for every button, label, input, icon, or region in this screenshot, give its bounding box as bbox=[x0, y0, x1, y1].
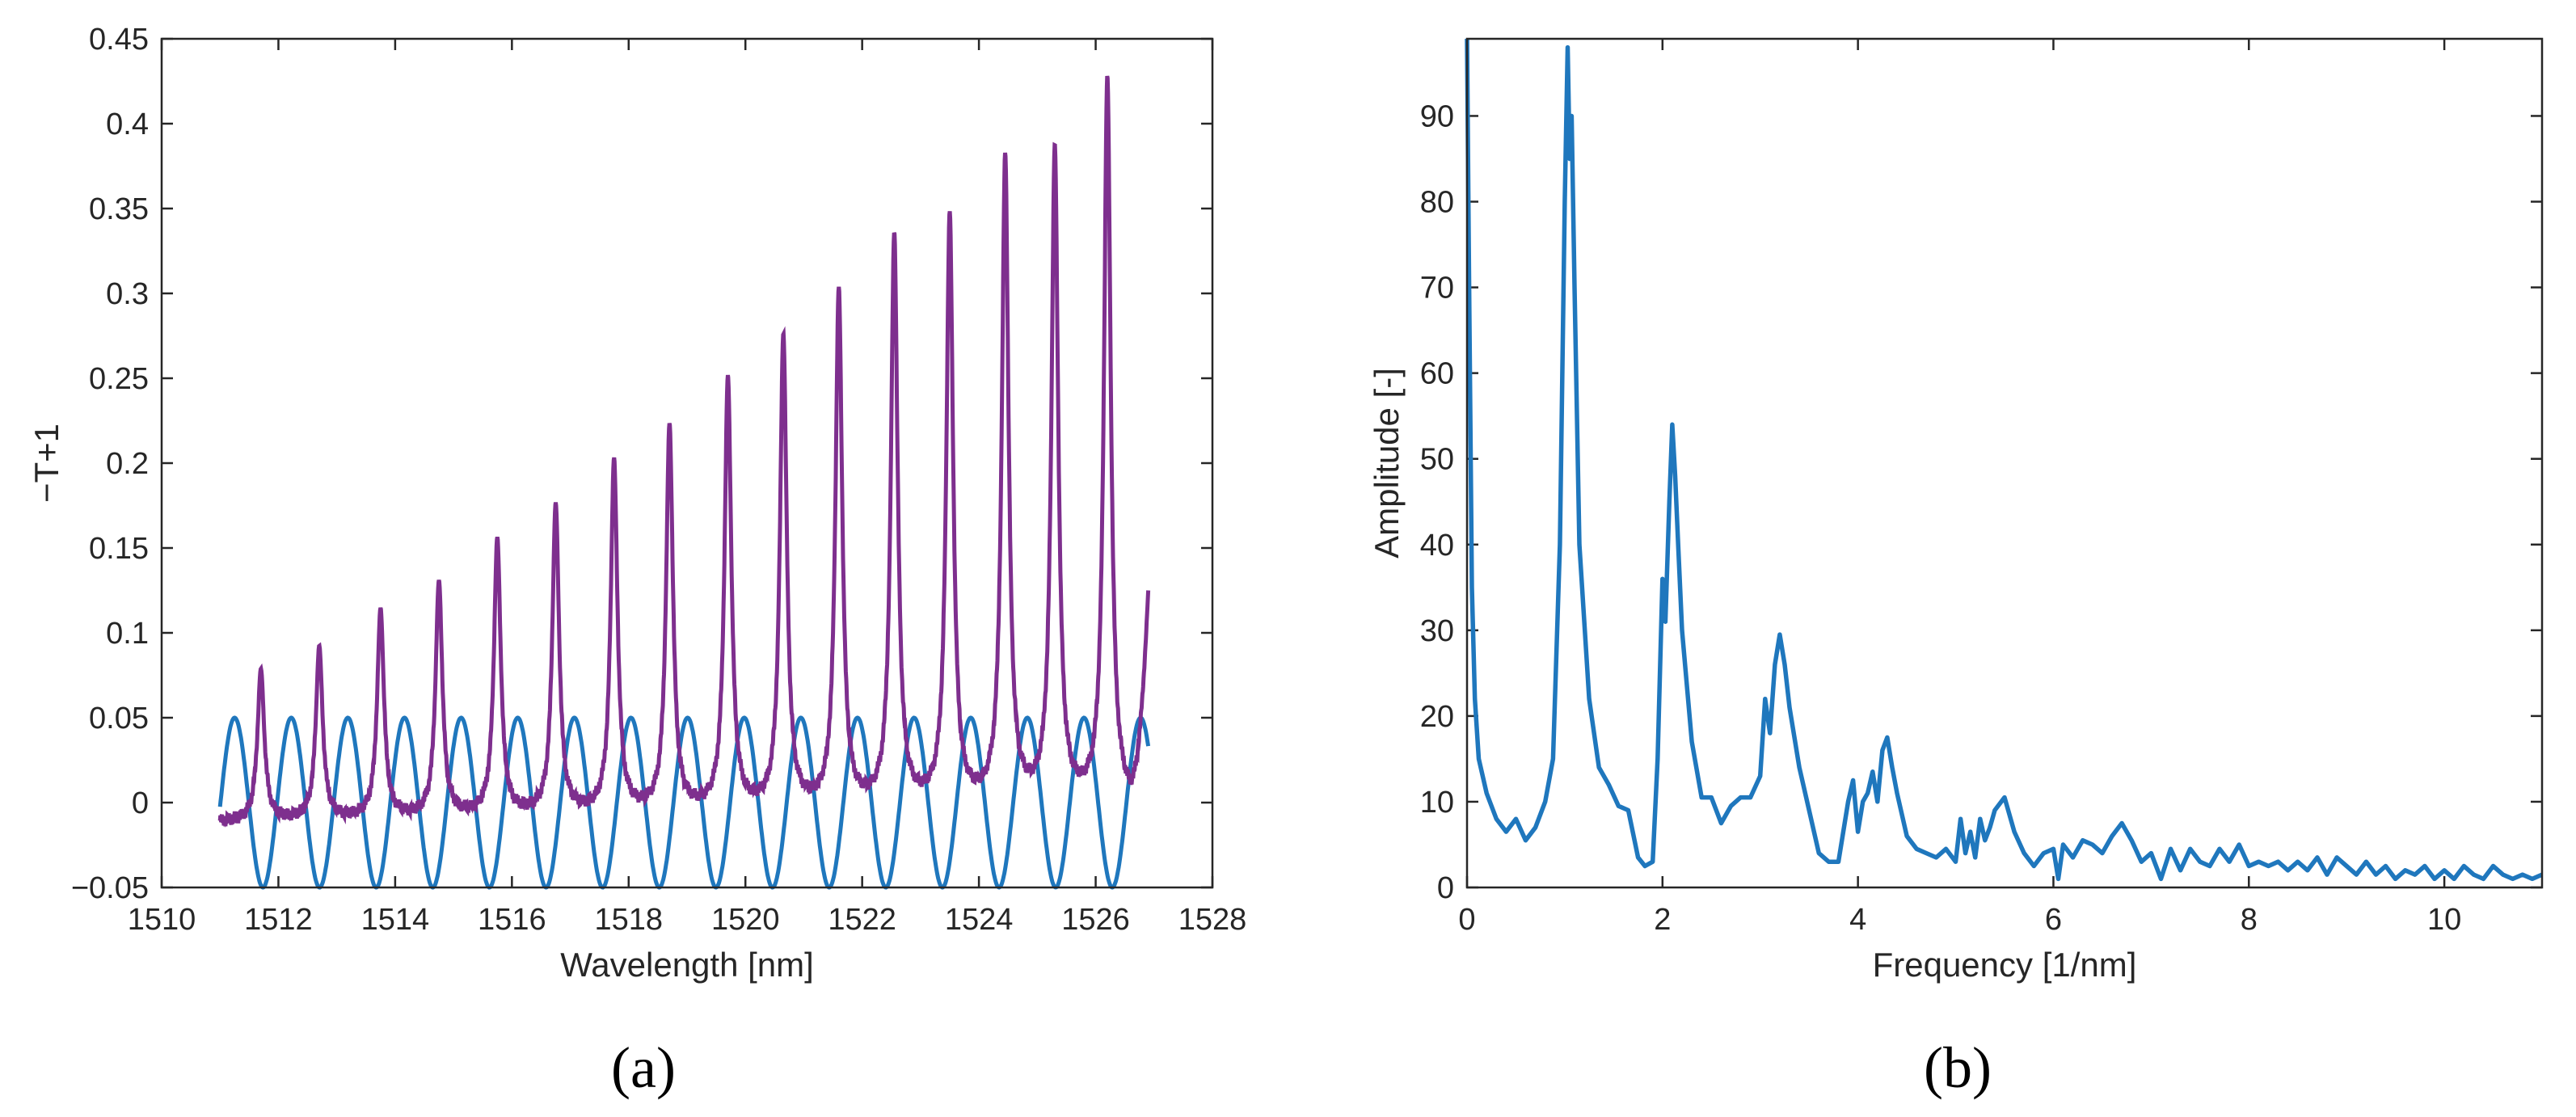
x-tick-label: 1516 bbox=[478, 903, 546, 937]
y-tick-label: 20 bbox=[1420, 700, 1454, 734]
y-tick-label: 0.1 bbox=[106, 617, 149, 651]
chart-b-series bbox=[1465, 38, 2544, 882]
chart-a-panel-label: (a) bbox=[611, 1035, 676, 1100]
x-tick-label: 1526 bbox=[1061, 903, 1130, 937]
x-tick-label: 1524 bbox=[945, 903, 1014, 937]
x-tick-label: 1518 bbox=[595, 903, 664, 937]
y-tick-label: 60 bbox=[1420, 357, 1454, 391]
y-tick-label: −0.05 bbox=[71, 871, 149, 905]
y-tick-label: 0 bbox=[1437, 871, 1454, 905]
x-tick-label: 1510 bbox=[128, 903, 196, 937]
y-tick-label: 10 bbox=[1420, 786, 1454, 820]
x-tick-label: 1520 bbox=[711, 903, 780, 937]
y-tick-label: 0.15 bbox=[89, 532, 149, 566]
series-simulated bbox=[217, 715, 1151, 890]
x-tick-label: 2 bbox=[1654, 903, 1671, 937]
y-tick-label: 0.35 bbox=[89, 192, 149, 226]
x-tick-label: 1528 bbox=[1178, 903, 1247, 937]
chart-a: 1510 1512 1514 1516 1518 1520 1522 1524 1526 1528… bbox=[27, 23, 1246, 1100]
y-tick-label: 30 bbox=[1420, 614, 1454, 648]
chart-b-axes-box bbox=[1465, 37, 2544, 889]
x-tick-label: 1512 bbox=[244, 903, 313, 937]
series-spectrum bbox=[1465, 38, 2544, 882]
y-tick-label: 50 bbox=[1420, 443, 1454, 477]
x-tick-label: 1514 bbox=[361, 903, 430, 937]
y-tick-label: 0.25 bbox=[89, 362, 149, 396]
chart-a-ylabel: −T+1 bbox=[27, 424, 65, 503]
x-tick-label: 4 bbox=[1849, 903, 1866, 937]
series-measured bbox=[217, 75, 1151, 828]
chart-b: 0 2 4 6 8 10 0 10 20 30 40 50 60 70 80 90 Frequency [1/… bbox=[1368, 37, 2544, 1100]
y-tick-label: 90 bbox=[1420, 99, 1454, 133]
chart-b-xlabel: Frequency [1/nm] bbox=[1873, 946, 2137, 984]
y-tick-label: 0.2 bbox=[106, 447, 149, 481]
x-tick-label: 0 bbox=[1458, 903, 1475, 937]
x-tick-label: 1522 bbox=[828, 903, 896, 937]
chart-b-ticks: 0 2 4 6 8 10 0 10 20 30 40 50 60 70 80 90 bbox=[1420, 39, 2542, 937]
chart-a-axes-box bbox=[160, 37, 1214, 889]
x-tick-label: 10 bbox=[2427, 903, 2461, 937]
chart-b-panel-label: (b) bbox=[1924, 1035, 1992, 1100]
x-tick-label: 8 bbox=[2241, 903, 2258, 937]
chart-a-ticks: 1510 1512 1514 1516 1518 1520 1522 1524 1526 1528… bbox=[71, 23, 1246, 937]
y-tick-label: 0.05 bbox=[89, 702, 149, 736]
y-tick-label: 40 bbox=[1420, 529, 1454, 563]
chart-a-xlabel: Wavelength [nm] bbox=[560, 946, 814, 984]
y-tick-label: 80 bbox=[1420, 186, 1454, 220]
y-tick-label: 0.3 bbox=[106, 277, 149, 311]
y-tick-label: 0.45 bbox=[89, 23, 149, 57]
chart-b-ylabel: Amplitude [-] bbox=[1368, 368, 1406, 558]
chart-a-series bbox=[217, 75, 1151, 890]
y-tick-label: 0 bbox=[132, 786, 149, 820]
y-tick-label: 70 bbox=[1420, 272, 1454, 306]
y-tick-label: 0.4 bbox=[106, 107, 149, 141]
x-tick-label: 6 bbox=[2045, 903, 2062, 937]
